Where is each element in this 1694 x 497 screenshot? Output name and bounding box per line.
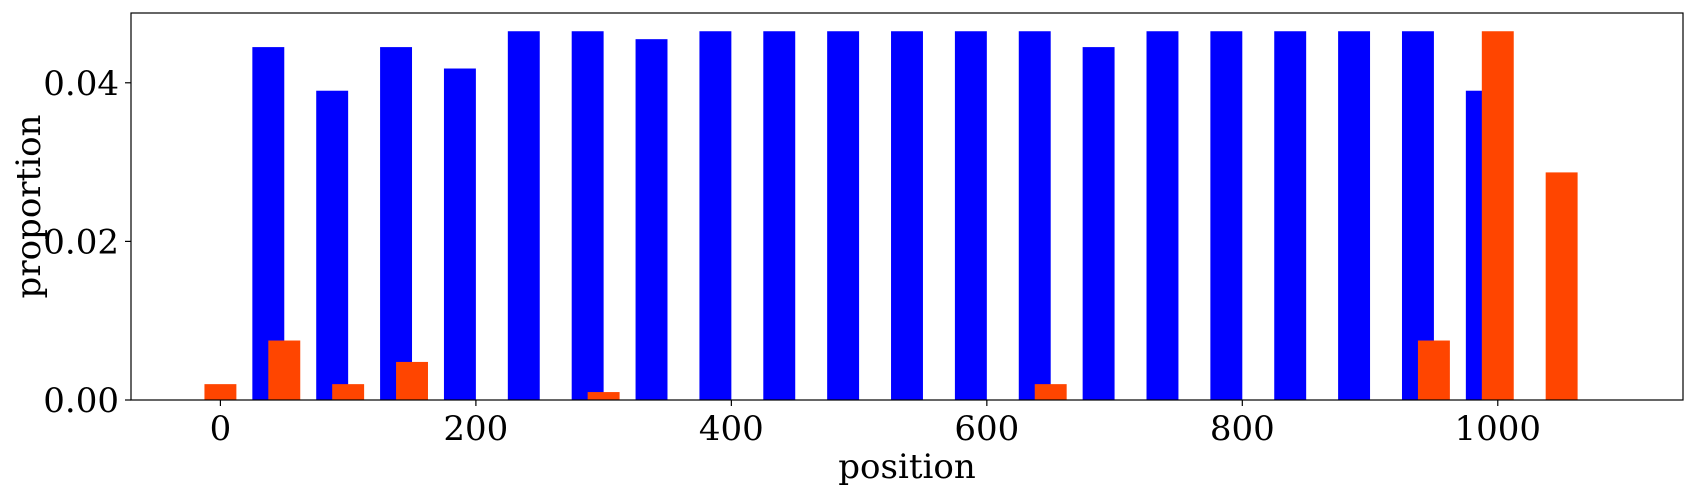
- bar-series-1-6: [635, 39, 668, 401]
- bar-series-1-15: [1210, 31, 1243, 401]
- x-tick-label: 400: [699, 409, 764, 449]
- bar-series-1-8: [763, 31, 796, 401]
- bar-series-1-9: [827, 31, 860, 401]
- bar-series-1-17: [1338, 31, 1371, 401]
- y-tick-label: 0.02: [43, 222, 119, 262]
- bar-series-2-7: [1481, 31, 1514, 401]
- x-tick-label: 200: [443, 409, 508, 449]
- ticks-layer: 0 200 400 600 800 1000 0.00 0.02 0.04: [43, 64, 1541, 449]
- bar-series-1-13: [1082, 47, 1115, 400]
- bar-series-2-5: [1034, 384, 1067, 400]
- bar-series-2-1: [268, 340, 301, 400]
- bar-series-1-2: [380, 47, 413, 400]
- x-tick-label: 0: [210, 409, 232, 449]
- bar-series-2-4: [587, 392, 620, 400]
- x-tick-label: 1000: [1455, 409, 1542, 449]
- plot-frame: [130, 12, 1684, 401]
- bar-series-1-16: [1274, 31, 1307, 401]
- bar-series-1-4: [507, 31, 540, 401]
- x-tick-label: 800: [1210, 409, 1275, 449]
- bar-series-2-6: [1417, 340, 1450, 400]
- x-tick-label: 600: [954, 409, 1019, 449]
- bar-series-1-1: [316, 90, 349, 400]
- x-axis-label: position: [838, 447, 975, 487]
- y-tick-label: 0.00: [43, 381, 119, 421]
- bar-series-1-10: [891, 31, 923, 401]
- bar-series-2-3: [396, 361, 428, 400]
- bar-series-2-2: [332, 384, 365, 400]
- y-axis-label: proportion: [9, 115, 49, 299]
- bar-series-1-3: [443, 68, 476, 400]
- bar-series-2-8: [1545, 172, 1578, 400]
- bars-layer: [204, 31, 1578, 401]
- bar-series-1-12: [1018, 31, 1051, 401]
- bar-series-1-14: [1146, 31, 1179, 401]
- y-tick-label: 0.04: [43, 64, 119, 104]
- bar-series-1-18: [1401, 31, 1434, 401]
- bar-series-1-11: [954, 31, 987, 401]
- bar-series-1-5: [571, 31, 604, 401]
- bar-series-1-7: [699, 31, 732, 401]
- bar-series-2-0: [204, 384, 237, 400]
